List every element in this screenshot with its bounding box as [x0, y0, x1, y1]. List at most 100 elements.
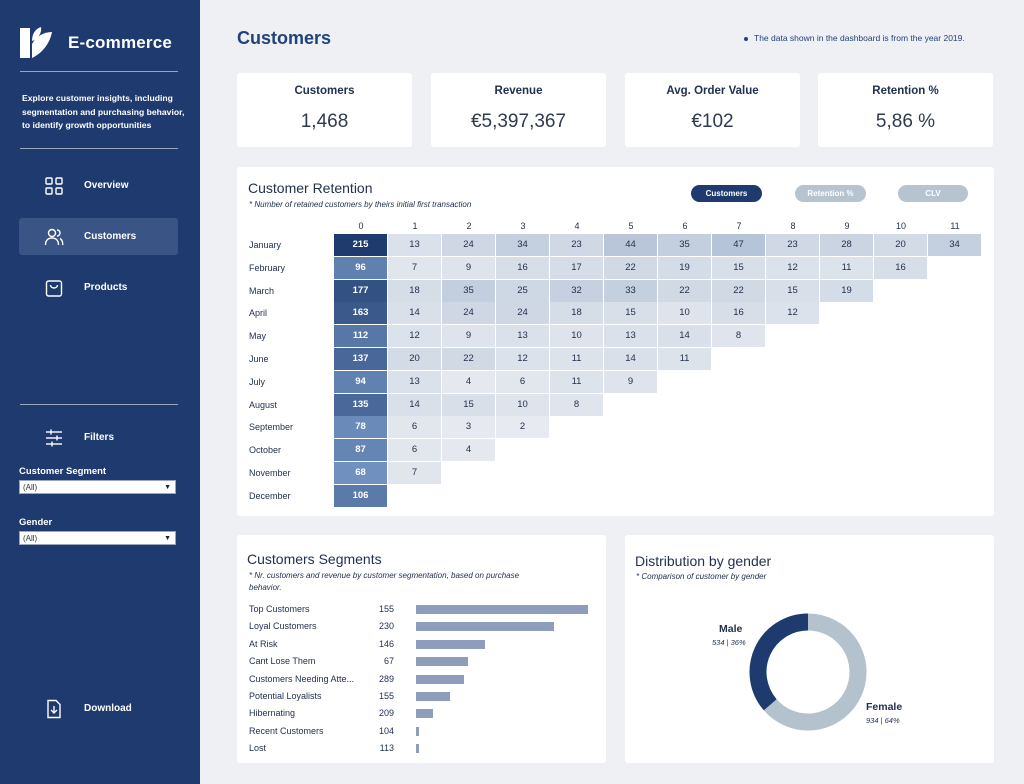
- gender-label: Gender: [19, 517, 53, 528]
- heatmap-cell: 23: [550, 234, 603, 256]
- toggle-clv[interactable]: CLV: [898, 185, 968, 202]
- segment-bar: [416, 605, 588, 614]
- column-header: 10: [895, 221, 906, 231]
- heatmap-cell: 14: [604, 348, 657, 370]
- heatmap-cell: 15: [712, 256, 765, 279]
- caret-down-icon: ▼: [164, 484, 171, 491]
- kpi-value: €5,397,367: [470, 111, 567, 132]
- segment-count: 155: [378, 691, 394, 701]
- app-title: E-commerce: [68, 33, 173, 52]
- gender-select[interactable]: (All) ▼: [19, 531, 176, 545]
- nav-label: Products: [84, 282, 128, 293]
- divider: [20, 71, 178, 72]
- heatmap-cell: 2: [496, 416, 549, 439]
- segments-card: [237, 535, 606, 763]
- column-header: 2: [466, 221, 472, 231]
- heatmap-cell: 47: [712, 234, 765, 256]
- gender-donut-chart: [749, 613, 867, 731]
- heatmap-cell: 35: [658, 234, 711, 256]
- heatmap-cell: 94: [334, 370, 387, 393]
- note-text: The data shown in the dashboard is from …: [754, 33, 965, 43]
- heatmap-cell: 33: [604, 279, 657, 302]
- heatmap-cell: 11: [550, 370, 603, 393]
- download-button[interactable]: Download: [19, 690, 178, 727]
- kpi-value: €102: [691, 111, 734, 132]
- segment-name: Customers Needing Atte...: [249, 673, 355, 684]
- segment-bar: [416, 674, 465, 684]
- heatmap-cell: 28: [820, 234, 873, 256]
- male-label: Male: [719, 623, 743, 635]
- heatmap-cell: 20: [874, 234, 927, 256]
- download-label: Download: [84, 703, 132, 714]
- customer-segment-select[interactable]: (All) ▼: [19, 480, 176, 494]
- segment-bar: [416, 744, 419, 754]
- nav-item-overview[interactable]: Overview: [19, 167, 178, 204]
- heatmap-cell: 4: [442, 370, 495, 393]
- toggle-customers[interactable]: Customers: [691, 185, 762, 202]
- segment-bar: [416, 692, 451, 701]
- heatmap-cell: 16: [496, 256, 549, 279]
- female-arc: [763, 613, 867, 731]
- heatmap-cell: 96: [334, 256, 387, 279]
- kpi-card-revenue: Revenue €5,397,367: [431, 73, 606, 147]
- segment-count: 209: [378, 708, 394, 719]
- heatmap-cell: 106: [334, 484, 387, 507]
- segment-count: 155: [378, 604, 394, 614]
- segment-name: Recent Customers: [249, 725, 324, 736]
- segment-count: 67: [383, 656, 394, 667]
- caret-down-icon: ▼: [164, 535, 171, 542]
- heatmap-cell: 8: [712, 325, 765, 348]
- heatmap-cell: 25: [496, 279, 549, 302]
- gender-subtitle: * Comparison of customer by gender: [636, 572, 767, 581]
- kpi-label: Customers: [294, 85, 355, 97]
- column-header: 6: [682, 221, 688, 231]
- brand[interactable]: E-commerce: [18, 26, 172, 60]
- heatmap-cell: 32: [550, 279, 603, 302]
- row-label: July: [249, 376, 266, 387]
- heatmap-cell: 16: [874, 256, 927, 279]
- retention-subtitle: * Number of retained customers by theirs…: [249, 200, 472, 209]
- heatmap-cell: 12: [496, 348, 549, 370]
- row-label: September: [249, 422, 294, 433]
- row-label: April: [249, 308, 268, 319]
- column-header: 4: [574, 221, 580, 231]
- heatmap-cell: 20: [388, 348, 441, 370]
- heatmap-cell: 177: [334, 279, 387, 302]
- nav-label: Overview: [84, 180, 129, 191]
- filters-toggle[interactable]: Filters: [19, 419, 178, 456]
- heatmap-cell: 13: [388, 234, 441, 256]
- heatmap-cell: 163: [334, 302, 387, 325]
- subtitle-line: * Nr. customers and revenue by customer …: [249, 571, 520, 580]
- heatmap-cell: 22: [604, 256, 657, 279]
- column-header: 0: [358, 221, 364, 231]
- heatmap-cell: 18: [388, 279, 441, 302]
- kpi-label: Revenue: [494, 85, 543, 97]
- female-sub: 934 | 64%: [866, 716, 900, 725]
- heatmap-cell: 4: [442, 439, 495, 462]
- heatmap-cell: 22: [712, 279, 765, 302]
- shopping-bag-icon: [45, 280, 63, 297]
- column-header: 9: [844, 221, 850, 231]
- toggle-retention-percent[interactable]: Retention %: [795, 185, 866, 202]
- nav-item-products[interactable]: Products: [19, 269, 178, 306]
- heatmap-cell: 9: [604, 370, 657, 393]
- kpi-card-avg-order-value: Avg. Order Value €102: [625, 73, 800, 147]
- nav-item-customers[interactable]: Customers: [19, 218, 178, 255]
- heatmap-cell: 6: [388, 439, 441, 462]
- row-label: December: [249, 490, 291, 501]
- heatmap-cell: 135: [334, 393, 387, 416]
- segment-name: Hibernating: [249, 708, 296, 719]
- kpi-card-customers: Customers 1,468: [237, 73, 412, 147]
- segment-count: 104: [378, 725, 394, 736]
- bullet-icon: [744, 36, 748, 41]
- heatmap-cell: 112: [334, 325, 387, 348]
- kpi-card-retention: Retention % 5,86 %: [818, 73, 993, 147]
- column-header: 7: [736, 221, 742, 231]
- logo-icon: [20, 27, 52, 58]
- heatmap-cell: 14: [658, 325, 711, 348]
- column-header: 1: [412, 221, 418, 231]
- segment-name: At Risk: [249, 638, 278, 649]
- gender-title: Distribution by gender: [635, 553, 772, 569]
- column-header: 3: [520, 221, 526, 231]
- row-label: January: [249, 240, 282, 250]
